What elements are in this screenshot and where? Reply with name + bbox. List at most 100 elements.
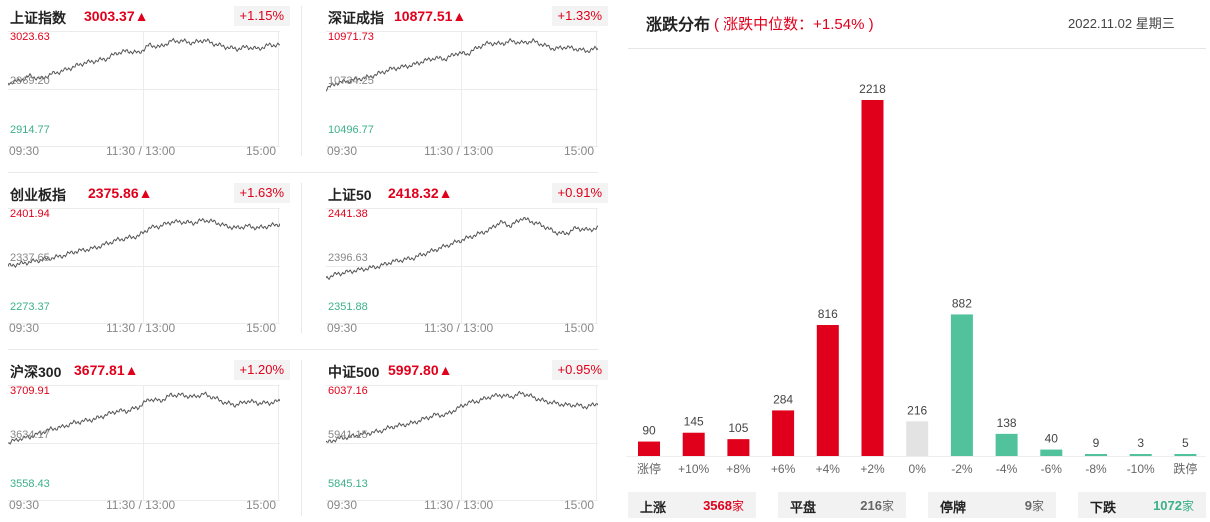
bar-category-label: -8% [1085,462,1107,476]
bar-category-label: -6% [1041,462,1063,476]
summary-rise[interactable]: 上涨 3568家 [628,492,756,518]
index-high-label: 6037.16 [328,385,368,397]
index-change-badge: +1.15% [233,6,290,26]
index-price: 10877.51▲ [394,8,467,24]
index-mid-label: 10734.25 [328,75,374,87]
bar-value-label: 284 [773,392,793,406]
index-change-badge: +0.91% [551,183,608,203]
bar-value-label: 9 [1093,436,1100,450]
bar-value-label: 145 [684,415,704,429]
time-label-noon: 11:30 / 13:00 [424,144,494,158]
bar-value-label: 5 [1182,436,1189,450]
index-sparkline [326,31,598,147]
index-panel-cyb[interactable]: 创业板指 2375.86▲ +1.63% 2401.94 2337.65 227… [8,177,298,353]
index-panel-sz[interactable]: 深证成指 10877.51▲ +1.33% 10971.73 10734.25 … [326,0,616,176]
distribution-bar-chart: 90 涨停 145 +10% 105 +8% 284 +6% 816 +4% 2218 +2% 216 0… [626,82,1206,476]
bar-category-label: -4% [996,462,1018,476]
summary-flat[interactable]: 平盘 216家 [778,492,906,518]
summary-label: 停牌 [940,500,967,515]
bar-value-label: 2218 [859,82,886,96]
index-low-label: 5845.13 [328,478,368,490]
summary-value: 9家 [1024,498,1044,513]
sparkline-path [8,391,280,445]
index-sparkline [8,31,280,147]
bar-category-label: 0% [909,462,927,476]
header-divider [628,48,1206,49]
summary-value: 216家 [860,498,894,513]
index-name: 沪深300 [10,364,62,380]
summary-value: 1072家 [1153,498,1194,513]
column-divider [301,360,302,516]
time-label-noon: 11:30 / 13:00 [106,321,176,335]
index-name: 创业板指 [10,187,66,203]
time-label-close: 15:00 [564,321,595,335]
index-price: 5997.80▲ [388,362,453,378]
row-divider [8,172,598,173]
summary-suspended[interactable]: 停牌 9家 [928,492,1056,518]
index-panel-sz50[interactable]: 上证50 2418.32▲ +0.91% 2441.38 2396.63 235… [326,177,616,353]
sparkline-path [326,37,598,92]
index-low-label: 2351.88 [328,301,368,313]
index-low-label: 10496.77 [328,124,374,136]
bar-4 [816,325,839,456]
index-price: 2375.86▲ [88,185,153,201]
time-label-open: 09:30 [9,321,40,335]
time-label-close: 15:00 [564,498,595,512]
index-panel-hs300[interactable]: 沪深300 3677.81▲ +1.20% 3709.91 3634.17 35… [8,354,298,522]
index-sparkline [326,385,598,501]
index-high-label: 3023.63 [10,31,50,43]
index-price: 2418.32▲ [388,185,453,201]
bar-category-label: +8% [726,462,751,476]
bar-category-label: -10% [1127,462,1155,476]
bar-category-label: +6% [771,462,796,476]
index-high-label: 3709.91 [10,385,50,397]
bar-12 [1174,454,1197,456]
time-label-close: 15:00 [564,144,595,158]
index-panel-sh[interactable]: 上证指数 3003.37▲ +1.15% 3023.63 2969.20 291… [8,0,298,176]
index-change-badge: +0.95% [551,360,608,380]
index-price: 3677.81▲ [74,362,139,378]
index-high-label: 2401.94 [10,208,50,220]
distribution-date: 2022.11.02 星期三 [1068,16,1175,31]
summary-fall[interactable]: 下跌 1072家 [1078,492,1206,518]
index-name: 上证50 [328,187,372,203]
time-label-open: 09:30 [327,144,358,158]
index-change-badge: +1.63% [233,183,290,203]
distribution-title: 涨跌分布 [646,17,711,34]
bar-value-label: 816 [818,307,838,321]
bar-value-label: 882 [952,296,972,310]
summary-label: 平盘 [790,500,817,515]
index-high-label: 2441.38 [328,208,368,220]
sparkline-path [8,37,280,86]
column-divider [301,183,302,333]
index-high-label: 10971.73 [328,31,374,43]
index-name: 中证500 [328,364,380,380]
summary-value: 3568家 [703,498,744,513]
index-mid-label: 2969.20 [10,75,50,87]
sparkline-path [326,390,598,443]
index-sparkline [326,208,598,324]
bar-category-label: +2% [860,462,885,476]
bar-category-label: 涨停 [637,461,661,476]
bar-0 [638,441,660,456]
index-mid-label: 2396.63 [328,252,368,264]
index-low-label: 3558.43 [10,478,50,490]
bar-8 [995,433,1018,456]
time-label-close: 15:00 [246,144,277,158]
time-label-noon: 11:30 / 13:00 [424,498,494,512]
bar-value-label: 90 [642,424,656,438]
summary-label: 下跌 [1090,500,1117,515]
index-change-badge: +1.20% [233,360,290,380]
distribution-median: ( 涨跌中位数：+1.54% ) [714,16,874,33]
index-name: 深证成指 [328,10,384,26]
bar-value-label: 40 [1045,432,1059,446]
time-label-open: 09:30 [327,321,358,335]
time-label-open: 09:30 [327,498,358,512]
sparkline-path [8,217,280,269]
index-mid-label: 3634.17 [10,429,50,441]
sparkline-path [326,216,598,281]
time-label-close: 15:00 [246,498,277,512]
summary-label: 上涨 [640,500,667,515]
index-panel-zz500[interactable]: 中证500 5997.80▲ +0.95% 6037.16 5941.15 58… [326,354,616,522]
time-label-close: 15:00 [246,321,277,335]
